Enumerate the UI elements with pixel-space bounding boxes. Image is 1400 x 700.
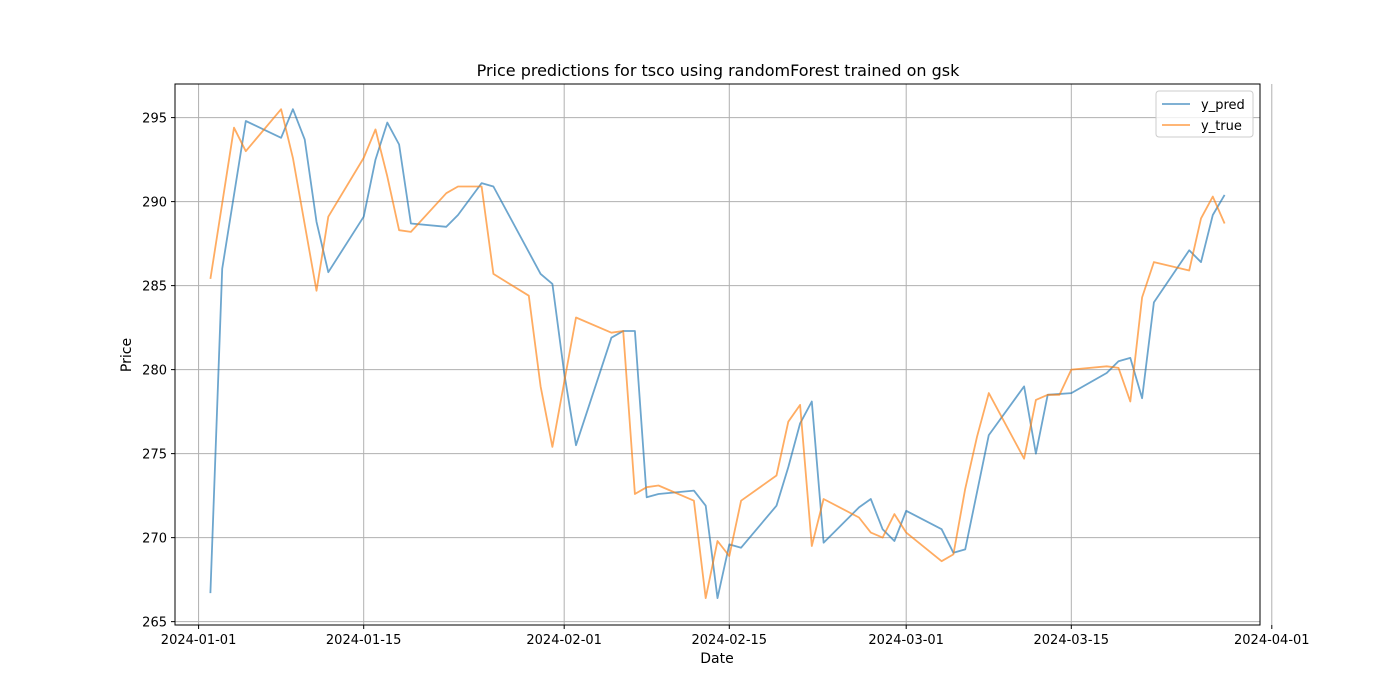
- series-line-y-pred: [209, 108, 1226, 599]
- series-lines: [209, 108, 1226, 599]
- legend-label-y-pred: y_pred: [1201, 98, 1245, 113]
- x-tick-label: 2024-04-01: [1234, 633, 1310, 648]
- y-tick-label: 270: [142, 532, 167, 547]
- x-tick-label: 2024-02-01: [526, 633, 602, 648]
- x-tick-label: 2024-03-01: [868, 633, 944, 648]
- axis-ticks: 2024-01-01 2024-01-15 2024-02-01 2024-02-15…: [142, 112, 1309, 648]
- y-axis-label: Price: [119, 338, 135, 372]
- plot-frame: [174, 83, 1261, 626]
- x-tick-label: 2024-01-15: [326, 633, 402, 648]
- chart-title: Price predictions for tsco using randomF…: [477, 61, 961, 80]
- legend-label-y-true: y_true: [1201, 119, 1242, 134]
- y-tick-label: 295: [142, 112, 167, 127]
- y-tick-label: 265: [142, 616, 167, 631]
- y-tick-label: 275: [142, 448, 167, 463]
- y-tick-label: 290: [142, 196, 167, 211]
- y-tick-label: 285: [142, 280, 167, 295]
- x-axis-label: Date: [700, 651, 733, 667]
- legend: y_pred y_true: [1155, 90, 1254, 138]
- y-tick-label: 280: [142, 364, 167, 379]
- grid-lines: [175, 84, 1273, 625]
- x-tick-label: 2024-02-15: [692, 633, 768, 648]
- x-tick-label: 2024-01-01: [161, 633, 237, 648]
- x-tick-label: 2024-03-15: [1034, 633, 1110, 648]
- series-line-y-true: [209, 108, 1226, 599]
